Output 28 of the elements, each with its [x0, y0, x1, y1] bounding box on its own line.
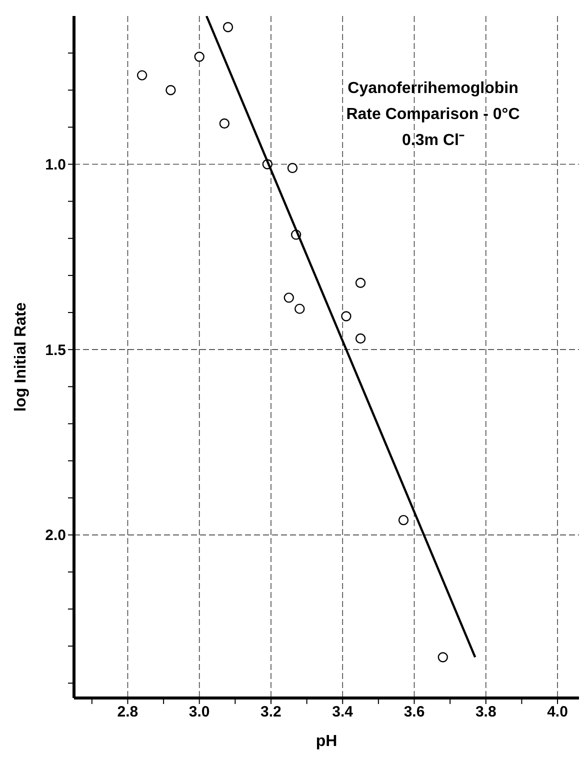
x-tick-label: 3.0 [188, 704, 210, 721]
point [219, 118, 230, 129]
x-tick-label: 3.8 [475, 704, 496, 721]
point [287, 162, 298, 174]
x-axis-title: pH [316, 733, 338, 750]
x-tick-label: 2.8 [117, 704, 138, 721]
y-tick-label: 1.0 [45, 156, 66, 174]
y-tick-label: 1.5 [45, 342, 66, 359]
x-tick-label: 4.0 [547, 704, 568, 721]
y-axis-title: log Initial Rate [12, 302, 30, 412]
text: Cyanoferrihemoglobin [346, 79, 520, 99]
point [341, 311, 352, 322]
point [438, 652, 448, 662]
point [355, 333, 366, 344]
point [166, 85, 176, 96]
annotation: 0.3m Cl⁻ [401, 131, 466, 151]
point [194, 52, 204, 62]
x-tick-label: 3.4 [332, 704, 354, 721]
point [294, 304, 305, 314]
x-tick-label: 3.2 [260, 704, 282, 721]
point [136, 70, 148, 80]
point [284, 292, 294, 303]
text: Rate Comparison - 0°C [345, 105, 521, 125]
point [355, 278, 366, 288]
point [398, 514, 409, 526]
point [222, 22, 234, 32]
y-tick-label: 2.0 [45, 527, 66, 544]
x-tick-label: 3.6 [404, 704, 425, 721]
